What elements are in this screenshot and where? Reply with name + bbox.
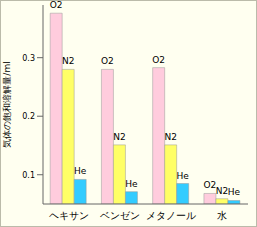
svg-text:O2: O2 xyxy=(152,55,165,65)
svg-text:N2: N2 xyxy=(216,186,228,196)
svg-text:He: He xyxy=(125,179,138,189)
svg-text:水: 水 xyxy=(217,210,227,221)
svg-text:He: He xyxy=(177,171,190,181)
svg-text:He: He xyxy=(74,166,87,176)
svg-text:0.2: 0.2 xyxy=(22,112,35,121)
svg-text:N2: N2 xyxy=(62,56,74,66)
svg-text:気体の飽和溶解量/ml: 気体の飽和溶解量/ml xyxy=(8,61,12,147)
svg-text:N2: N2 xyxy=(164,132,176,142)
svg-text:O2: O2 xyxy=(204,180,217,190)
svg-text:He: He xyxy=(228,187,241,197)
svg-text:ヘキサン: ヘキサン xyxy=(49,210,89,221)
svg-text:O2: O2 xyxy=(101,56,114,66)
svg-text:ベンゼン: ベンゼン xyxy=(100,210,140,221)
svg-text:O2: O2 xyxy=(50,1,63,10)
svg-text:N2: N2 xyxy=(113,132,125,142)
svg-text:0.3: 0.3 xyxy=(22,54,35,63)
svg-text:0.1: 0.1 xyxy=(22,171,35,180)
svg-text:メタノール: メタノール xyxy=(146,210,196,221)
